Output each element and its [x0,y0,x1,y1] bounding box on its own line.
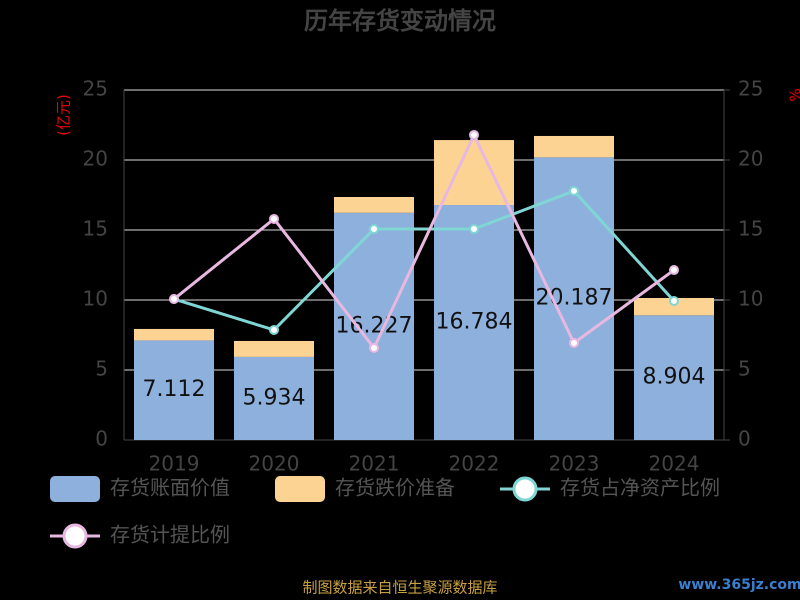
line-point [669,295,679,306]
y2-tick-label: 5 [738,357,751,381]
bar [634,297,714,316]
x-tick-label: 2024 [649,452,700,476]
legend-label: 存货计提比例 [110,523,230,547]
legend-label: 存货跌价准备 [335,476,455,500]
bar [434,205,514,440]
x-tick-label: 2021 [349,452,400,476]
watermark: www.365jz.com [678,577,800,593]
bar [334,197,414,213]
value-label: 16.227 [336,313,413,338]
bar [534,157,614,440]
value-label: 16.784 [436,310,513,335]
bar [234,356,314,440]
x-tick-label: 2023 [549,452,600,476]
value-label: 5.934 [243,385,306,410]
line [173,189,676,332]
x-tick-label: 2022 [449,452,500,476]
line-point [269,213,279,224]
y2-tick-label: 15 [738,217,763,241]
y-tick-label: 15 [83,217,108,241]
legend-swatch [275,476,325,502]
legend-swatch [62,523,88,549]
y-axis-label: (亿元) [55,94,73,136]
chart-title: 历年存货变动情况 [304,7,496,35]
source-note: 制图数据来自恒生聚源数据库 [302,579,497,597]
legend-swatch [50,476,100,502]
y2-tick-label: 25 [738,77,763,101]
y-tick-label: 5 [95,357,108,381]
line-point [569,185,579,196]
line-point [469,224,479,235]
y-tick-label: 0 [95,427,108,451]
line [173,131,675,351]
y2-tick-label: 0 [738,427,751,451]
y-tick-label: 25 [83,77,108,101]
bar [534,135,614,158]
y-tick-label: 20 [83,147,108,171]
line-point [269,324,279,335]
bar [134,328,214,341]
line-point [369,343,379,354]
bar [334,212,414,440]
line-point [469,129,479,140]
line-point [369,224,379,235]
legend-label: 存货占净资产比例 [560,476,720,500]
legend-label: 存货账面价值 [110,476,230,500]
value-label: 8.904 [643,365,706,390]
bar [634,315,714,440]
line-point [569,337,579,348]
y2-tick-label: 20 [738,147,763,171]
bar [134,340,214,440]
x-tick-label: 2020 [249,452,300,476]
line-point [669,265,679,276]
y2-axis-label: % [788,88,800,101]
value-label: 7.112 [143,377,206,402]
y2-tick-label: 10 [738,287,763,311]
y-tick-label: 10 [83,287,108,311]
legend-swatch [512,476,538,502]
bar [234,340,314,357]
line-point [169,294,179,305]
x-tick-label: 2019 [149,452,200,476]
